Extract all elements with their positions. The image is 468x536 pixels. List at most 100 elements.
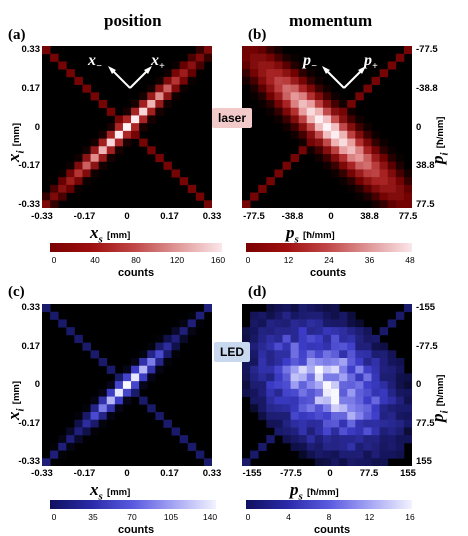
heatmap-cell <box>266 327 275 336</box>
heatmap-cell <box>306 69 316 78</box>
heatmap-cell <box>363 130 372 139</box>
heatmap-cell <box>282 419 291 428</box>
heatmap-cell <box>371 350 381 359</box>
heatmap-cell <box>314 92 324 101</box>
y-tick-label: 0 <box>416 379 422 390</box>
heatmap-cell <box>266 92 275 101</box>
heatmap-cell <box>306 381 316 390</box>
heatmap-cell <box>339 450 348 459</box>
y-axis-label-c: xi [mm] <box>4 380 27 420</box>
heatmap-cell <box>74 161 83 170</box>
heatmap-cell <box>266 388 275 397</box>
heatmap-cell <box>147 115 156 124</box>
heatmap-cell <box>339 427 348 436</box>
heatmap-cell <box>379 192 389 201</box>
heatmap-cell <box>379 365 389 374</box>
heatmap-cell <box>347 161 356 170</box>
heatmap-cell <box>322 358 332 367</box>
heatmap-cell <box>274 92 283 101</box>
heatmap-cell <box>387 427 397 436</box>
heatmap-cell <box>355 350 364 359</box>
heatmap-cell <box>339 115 348 124</box>
heatmap-cell <box>371 435 381 444</box>
heatmap-cell <box>306 404 316 413</box>
heatmap-cell <box>266 342 275 351</box>
heatmap-cell <box>58 192 67 201</box>
y-tick-label: -0.17 <box>18 417 40 429</box>
heatmap-cell <box>82 169 91 178</box>
heatmap-cell <box>122 373 132 382</box>
heatmap-cell <box>58 319 67 328</box>
heatmap-cell <box>371 161 381 170</box>
heatmap-cell <box>339 123 348 132</box>
heatmap-cell <box>314 412 324 421</box>
heatmap-cell <box>131 100 140 109</box>
heatmap-cell <box>155 107 164 116</box>
heatmap-cell <box>322 161 332 170</box>
heatmap-cell <box>371 138 381 147</box>
heatmap-cell <box>266 435 275 444</box>
colorbar-tick-label: 120 <box>169 255 185 265</box>
heatmap-cell <box>355 115 364 124</box>
heatmap-cell <box>331 458 340 466</box>
heatmap-cell <box>363 396 372 405</box>
heatmap-cell <box>395 412 405 421</box>
heatmap-cell <box>306 412 316 421</box>
heatmap-cell <box>387 442 397 451</box>
heatmap-cell <box>250 69 259 78</box>
column-title-momentum: momentum <box>289 11 373 30</box>
colorbar-tick-label: 0 <box>51 255 57 265</box>
y-tick-label: 0.33 <box>21 44 41 55</box>
heatmap-cell <box>106 412 116 421</box>
heatmap-cell <box>331 334 340 343</box>
heatmap-cell <box>379 442 389 451</box>
heatmap-cell <box>42 304 51 313</box>
heatmap-cell <box>106 404 116 413</box>
heatmap-cell <box>379 373 389 382</box>
heatmap-d-plot <box>242 304 412 466</box>
y-tick-label: 77.5 <box>416 199 435 210</box>
heatmap-cell <box>74 184 83 193</box>
heatmap-cell <box>266 107 275 116</box>
heatmap-cell <box>331 115 340 124</box>
heatmap-cell <box>282 365 291 374</box>
heatmap-cell <box>322 319 332 328</box>
heatmap-cell <box>139 92 148 101</box>
heatmap-cell <box>266 365 275 374</box>
heatmap-cell <box>298 115 308 124</box>
heatmap-cell <box>379 177 389 186</box>
heatmap-cell <box>322 396 332 405</box>
heatmap-cell <box>339 365 348 374</box>
heatmap-cell <box>379 358 389 367</box>
heatmap-cell <box>74 177 83 186</box>
heatmap-cell <box>139 365 148 374</box>
heatmap-cell <box>274 53 283 62</box>
heatmap-cell <box>82 427 91 436</box>
heatmap-cell <box>187 327 197 336</box>
heatmap-cell <box>258 76 267 85</box>
heatmap-cell <box>347 146 356 155</box>
heatmap-cell <box>131 373 140 382</box>
heatmap-cell <box>322 107 332 116</box>
heatmap-cell <box>131 123 140 132</box>
heatmap-cell <box>306 123 316 132</box>
heatmap-cell <box>282 53 291 62</box>
colorbar-tick-label: 48 <box>405 255 415 265</box>
heatmap-cell <box>90 350 100 359</box>
heatmap-cell <box>171 169 181 178</box>
colorbar-label-c: counts <box>118 524 155 536</box>
heatmap-cell <box>122 115 132 124</box>
heatmap-cell <box>403 373 412 382</box>
heatmap-cell <box>395 404 405 413</box>
colorbar-tick-label: 12 <box>364 512 375 522</box>
heatmap-cell <box>306 107 316 116</box>
heatmap-cell <box>355 161 364 170</box>
heatmap-cell <box>395 192 405 201</box>
heatmap-cell <box>74 435 83 444</box>
heatmap-cell <box>147 373 156 382</box>
heatmap-cell <box>282 161 291 170</box>
heatmap-cell <box>322 381 332 390</box>
heatmap-cell <box>298 373 308 382</box>
heatmap-cell <box>387 419 397 428</box>
y-tick-label: -38.8 <box>416 82 438 94</box>
